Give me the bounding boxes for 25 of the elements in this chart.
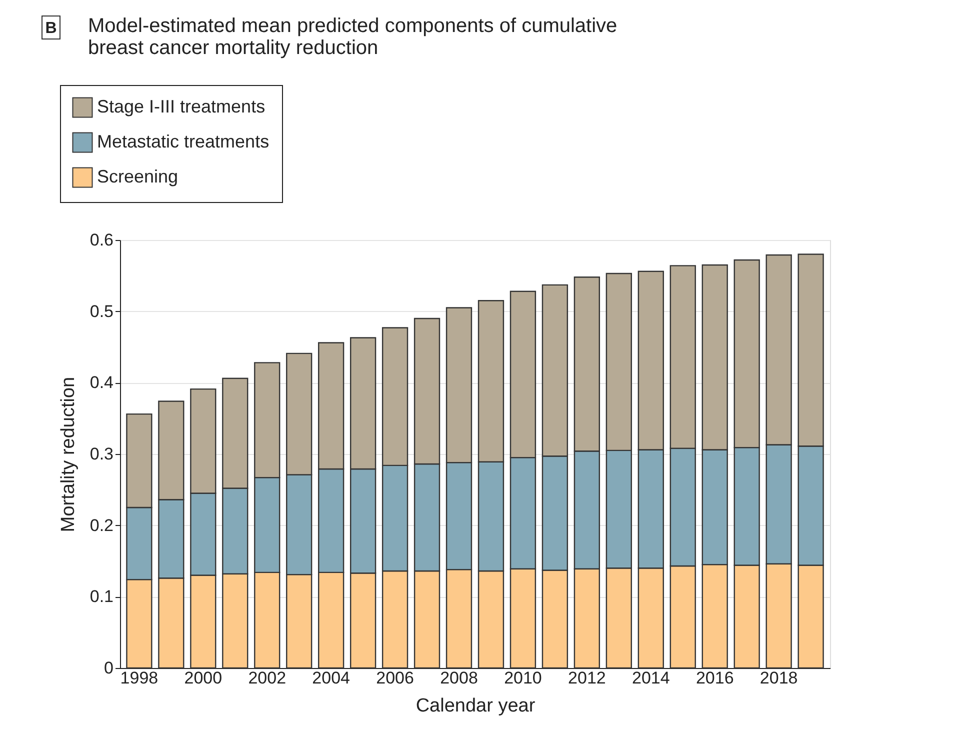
x-tick-label: 2016 bbox=[696, 668, 734, 688]
x-tick-label: 2018 bbox=[760, 668, 798, 688]
x-tick-label: 2012 bbox=[568, 668, 606, 688]
y-tick-label: 0.3 bbox=[90, 444, 114, 464]
x-axis-title: Calendar year bbox=[416, 696, 536, 716]
y-tick-label: 0.1 bbox=[90, 587, 114, 606]
legend-label: Screening bbox=[97, 166, 178, 186]
y-tick-label: 0.2 bbox=[90, 516, 114, 535]
x-tick-label: 2014 bbox=[632, 668, 670, 688]
x-tick-label: 2010 bbox=[504, 668, 542, 688]
x-tick-label: 1998 bbox=[120, 668, 158, 688]
x-tick-label: 2008 bbox=[440, 668, 478, 688]
chart-title: Model-estimated mean predicted components of cumulative breast cancer mortality reduction bbox=[88, 15, 618, 59]
y-axis-title: Mortality reduction bbox=[58, 376, 79, 532]
legend-label: Stage I-III treatments bbox=[97, 96, 266, 116]
y-tick-label: 0.5 bbox=[90, 302, 114, 321]
legend-label: Metastatic treatments bbox=[97, 132, 270, 152]
y-tick-label: 0.4 bbox=[90, 373, 114, 392]
x-tick-label: 2002 bbox=[248, 668, 286, 688]
text: B bbox=[45, 20, 57, 37]
y-tick-label: 0 bbox=[104, 658, 114, 678]
y-tick-label: 0.6 bbox=[90, 230, 114, 250]
x-tick-label: 2000 bbox=[184, 668, 222, 688]
x-tick-label: 2004 bbox=[312, 668, 350, 688]
x-tick-label: 2006 bbox=[376, 668, 414, 688]
